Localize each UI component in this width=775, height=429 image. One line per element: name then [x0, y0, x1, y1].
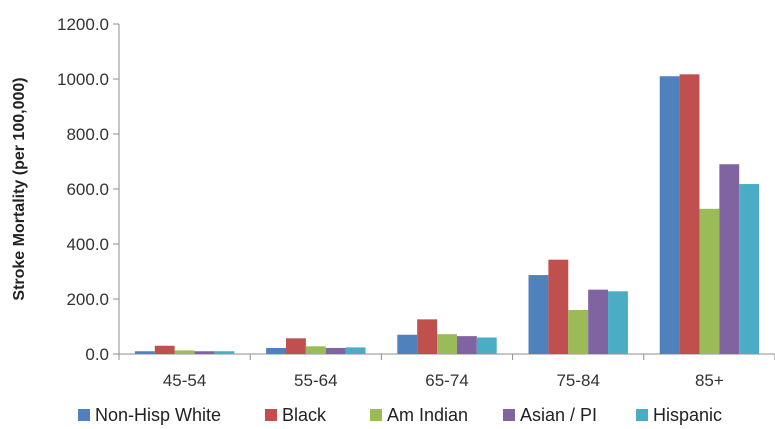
bar-non-hisp-white-65-74 [397, 334, 418, 354]
y-axis-title: Stroke Mortality (per 100,000) [11, 77, 28, 300]
bar-am-indian-45-54 [174, 350, 195, 354]
y-tick-label: 400.0 [66, 235, 109, 254]
legend-swatch [636, 409, 648, 421]
x-tick-label: 75-84 [556, 371, 599, 390]
bar-asian-pi-55-64 [325, 347, 346, 354]
y-tick-label: 800.0 [66, 125, 109, 144]
bar-hispanic-65-74 [476, 337, 497, 354]
legend-label: Hispanic [653, 405, 722, 425]
bar-asian-pi-85+ [719, 164, 740, 354]
bar-asian-pi-65-74 [456, 336, 477, 355]
y-axis: 0.0 200.0 400.0 600.0 800.0 1000.0 1200.0 [57, 15, 120, 364]
legend-label: Black [282, 405, 327, 425]
legend-label: Non-Hisp White [95, 405, 221, 425]
bar-black-65-74 [417, 319, 438, 354]
bar-asian-pi-75-84 [588, 289, 609, 354]
bar-asian-pi-45-54 [194, 351, 215, 354]
legend-swatch [265, 409, 277, 421]
legend-swatch [78, 409, 90, 421]
y-tick-label: 0.0 [85, 345, 109, 364]
y-tick-label: 1200.0 [57, 15, 109, 34]
bar-am-indian-55-64 [305, 346, 326, 354]
x-axis: 45-54 55-64 65-74 75-84 85+ [118, 353, 775, 390]
bar-black-45-54 [154, 345, 175, 354]
legend-swatch [370, 409, 382, 421]
y-tick-label: 1000.0 [57, 70, 109, 89]
bar-black-85+ [679, 74, 700, 354]
bar-hispanic-55-64 [345, 347, 366, 354]
x-tick-label: 45-54 [163, 371, 206, 390]
bar-am-indian-65-74 [437, 334, 457, 354]
legend-label: Am Indian [387, 405, 468, 425]
legend-swatch [503, 409, 515, 421]
bar-black-75-84 [548, 259, 569, 354]
bars [134, 74, 760, 355]
legend-label: Asian / PI [520, 405, 597, 425]
bar-hispanic-75-84 [608, 291, 628, 354]
bar-hispanic-45-54 [214, 351, 235, 354]
bar-am-indian-85+ [699, 208, 720, 354]
bar-non-hisp-white-75-84 [528, 275, 549, 354]
bar-non-hisp-white-85+ [659, 76, 680, 354]
bar-hispanic-85+ [739, 184, 760, 354]
x-tick-label: 55-64 [294, 371, 337, 390]
bar-non-hisp-white-55-64 [266, 347, 286, 354]
bar-non-hisp-white-45-54 [134, 351, 155, 354]
legend: Non-Hisp White Black Am Indian Asian / PI Hi… [78, 405, 722, 425]
y-tick-label: 600.0 [66, 180, 109, 199]
bar-black-55-64 [285, 338, 306, 354]
x-tick-label: 85+ [695, 371, 724, 390]
y-tick-label: 200.0 [66, 290, 109, 309]
x-tick-label: 65-74 [425, 371, 468, 390]
bar-am-indian-75-84 [568, 310, 589, 354]
